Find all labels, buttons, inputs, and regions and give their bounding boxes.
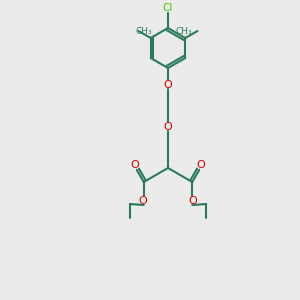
Text: CH₃: CH₃ [135,26,152,35]
Text: CH₃: CH₃ [176,26,192,35]
Text: O: O [197,160,206,170]
Text: O: O [164,80,172,90]
Text: O: O [138,196,147,206]
Text: Cl: Cl [163,3,173,13]
Text: O: O [130,160,139,170]
Text: O: O [164,122,172,132]
Text: O: O [189,196,198,206]
